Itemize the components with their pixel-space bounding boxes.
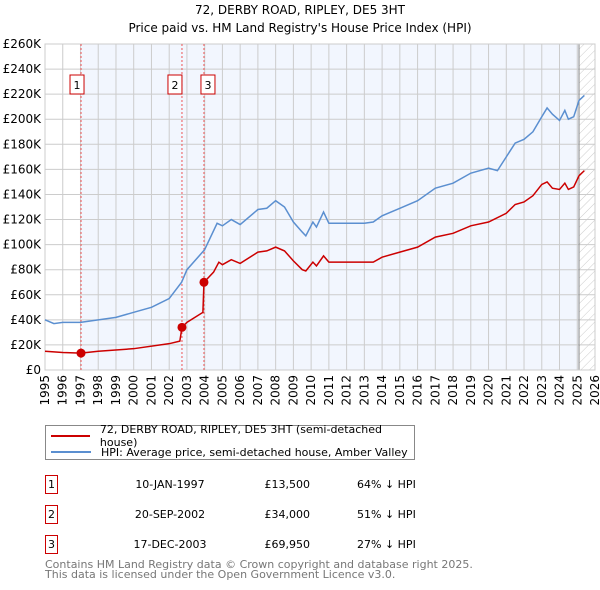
x-tick-label: 2025 xyxy=(570,375,584,406)
marker-number: 2 xyxy=(45,505,58,524)
y-tick-label: £20K xyxy=(10,338,42,352)
transaction-point xyxy=(199,277,209,287)
x-tick-label: 2022 xyxy=(517,375,531,406)
date: 10-JAN-1997 xyxy=(135,478,205,491)
y-tick-label: £0 xyxy=(26,363,41,377)
x-tick-label: 2015 xyxy=(393,375,407,406)
y-tick-label: £120K xyxy=(3,213,43,227)
legend-label: 72, DERBY ROAD, RIPLEY, DE5 3HT (semi-de… xyxy=(99,423,383,449)
x-tick-label: 2016 xyxy=(411,375,425,406)
hpi-diff: 51% ↓ HPI xyxy=(357,508,416,521)
date: 17-DEC-2003 xyxy=(133,538,207,551)
x-tick-label: 2023 xyxy=(535,375,549,406)
y-tick-label: £60K xyxy=(10,288,42,302)
transaction-marker-box xyxy=(69,74,85,95)
shaded-ownership-region xyxy=(81,44,580,370)
x-tick-label: 2003 xyxy=(180,375,194,406)
x-tick-label: 2007 xyxy=(251,375,265,406)
blue-line-swatch xyxy=(51,451,91,453)
y-tick-label: £40K xyxy=(10,313,42,327)
y-tick-label: £240K xyxy=(3,62,43,76)
footer-line: Contains HM Land Registry data © Crown c… xyxy=(45,558,473,571)
price-chart: 72, DERBY ROAD, RIPLEY, DE5 3HT Price pa… xyxy=(3,3,600,406)
x-tick-label: 2006 xyxy=(233,375,247,406)
x-tick-label: 2021 xyxy=(499,375,513,406)
hpi-diff: 64% ↓ HPI xyxy=(357,478,416,491)
y-tick-label: £160K xyxy=(3,162,43,176)
transaction-point xyxy=(76,348,86,358)
x-tick-label: 2011 xyxy=(322,375,336,406)
y-tick-label: £180K xyxy=(3,137,43,151)
x-tick-label: 2012 xyxy=(340,375,354,406)
footer-line: This data is licensed under the Open Gov… xyxy=(45,568,396,581)
marker-number: 1 xyxy=(45,475,58,494)
transaction-marker-label: 2 xyxy=(171,79,178,92)
footer: Contains HM Land Registry data © Crown c… xyxy=(45,558,473,581)
x-tick-label: 2002 xyxy=(162,375,176,406)
x-tick-label: 2000 xyxy=(127,375,141,406)
y-tick-label: £260K xyxy=(3,37,43,51)
legend-item-property: 72, DERBY ROAD, RIPLEY, DE5 3HT (semi-de… xyxy=(51,423,414,449)
transaction-row: 2 20-SEP-2002 £34,000 51% ↓ HPI xyxy=(45,505,445,525)
x-tick-label: 2020 xyxy=(482,375,496,406)
x-tick-label: 2004 xyxy=(198,375,212,406)
transaction-point xyxy=(177,322,187,332)
x-tick-label: 1996 xyxy=(56,375,70,406)
price: £69,950 xyxy=(264,538,311,551)
y-tick-label: £220K xyxy=(3,87,43,101)
transaction-marker-label: 3 xyxy=(204,79,211,92)
transaction-marker-box xyxy=(200,74,216,95)
y-tick-label: £140K xyxy=(3,187,43,201)
x-tick-label: 2001 xyxy=(144,375,158,406)
transaction-marker-box xyxy=(167,74,183,95)
legend-label: HPI: Average price, semi-detached house,… xyxy=(101,445,408,459)
date: 20-SEP-2002 xyxy=(134,508,206,521)
x-tick-label: 2009 xyxy=(286,375,300,406)
x-tick-label: 2013 xyxy=(357,375,371,406)
transaction-marker-label: 1 xyxy=(74,79,81,92)
x-tick-label: 2024 xyxy=(553,375,567,406)
series-line-hpi xyxy=(44,94,585,325)
x-tick-label: 2008 xyxy=(269,375,283,406)
plot-border xyxy=(44,43,596,371)
x-tick-label: 2010 xyxy=(304,375,318,406)
x-tick-label: 2026 xyxy=(588,375,600,406)
legend: 72, DERBY ROAD, RIPLEY, DE5 3HT (semi-de… xyxy=(45,423,415,460)
x-tick-label: 2019 xyxy=(464,375,478,406)
transaction-row: 1 10-JAN-1997 £13,500 64% ↓ HPI xyxy=(45,475,445,495)
y-tick-label: £80K xyxy=(10,263,42,277)
price: £34,000 xyxy=(264,508,311,521)
chart-title: 72, DERBY ROAD, RIPLEY, DE5 3HT xyxy=(195,3,406,17)
x-tick-label: 1997 xyxy=(73,375,87,406)
x-tick-label: 2017 xyxy=(428,375,442,406)
legend-item-hpi: HPI: Average price, semi-detached house,… xyxy=(51,445,408,459)
red-line-swatch xyxy=(51,435,90,437)
x-tick-label: 1999 xyxy=(109,375,123,406)
transaction-row: 3 17-DEC-2003 £69,950 27% ↓ HPI xyxy=(45,535,445,555)
chart-subtitle: Price paid vs. HM Land Registry's House … xyxy=(128,21,471,35)
x-tick-label: 1995 xyxy=(38,375,52,406)
hpi-diff: 27% ↓ HPI xyxy=(357,538,416,551)
future-hatch-region xyxy=(579,44,595,370)
price: £13,500 xyxy=(264,478,311,491)
x-tick-label: 2018 xyxy=(446,375,460,406)
series-line-property xyxy=(44,170,585,354)
y-tick-label: £100K xyxy=(3,238,43,252)
x-tick-label: 1998 xyxy=(91,375,105,406)
marker-number: 3 xyxy=(45,535,58,554)
y-tick-label: £200K xyxy=(3,112,43,126)
x-tick-label: 2014 xyxy=(375,375,389,406)
x-tick-label: 2005 xyxy=(215,375,229,406)
